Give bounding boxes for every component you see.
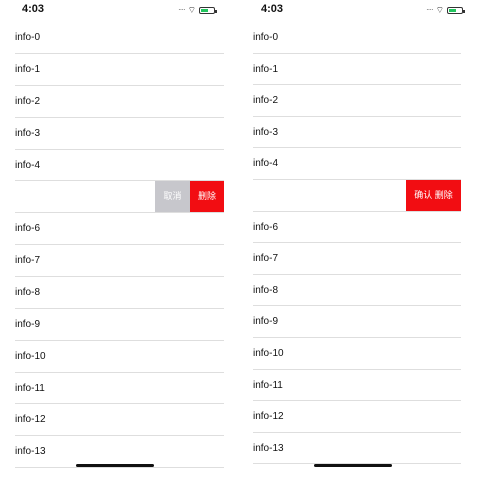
list-item[interactable]: info-0 <box>15 22 224 54</box>
list-item[interactable]: info-12 <box>253 401 461 433</box>
list-item-label: info-0 <box>253 22 278 53</box>
swiped-list-item[interactable]: 取消 删除 <box>15 181 224 213</box>
list-item[interactable]: info-2 <box>15 86 224 118</box>
list-item-label: info-12 <box>15 404 46 435</box>
list-item-label: info-1 <box>253 54 278 85</box>
status-time: 4:03 <box>22 3 44 15</box>
list-item[interactable]: info-4 <box>15 150 224 182</box>
list-item[interactable]: info-8 <box>253 275 461 307</box>
wifi-icon: ⌔ <box>188 6 196 15</box>
battery-icon <box>199 7 215 14</box>
list-item[interactable]: info-11 <box>253 370 461 402</box>
status-icons: ···· ⌔ <box>178 5 215 15</box>
list-item[interactable]: info-3 <box>253 117 461 149</box>
list-item-label: info-6 <box>15 213 40 244</box>
list-item-label: info-11 <box>253 370 283 401</box>
list-item[interactable]: info-12 <box>15 404 224 436</box>
status-bar: 4:03 ···· ⌔ <box>240 0 500 22</box>
confirm-delete-button[interactable]: 确认 删除 <box>406 180 461 211</box>
list-item-label: info-3 <box>253 117 278 148</box>
list-item-label: info-9 <box>15 309 40 340</box>
list-item-label: info-9 <box>253 306 278 337</box>
list-item-label: info-8 <box>15 277 40 308</box>
status-icons: ···· ⌔ <box>426 5 463 15</box>
list-item[interactable]: info-1 <box>15 54 224 86</box>
list-item[interactable]: info-2 <box>253 85 461 117</box>
right-screen: 4:03 ···· ⌔ info-0 info-1 info-2 info-3 … <box>240 0 500 481</box>
info-list: info-0 info-1 info-2 info-3 info-4 确认 删除… <box>253 22 461 464</box>
list-item[interactable]: info-6 <box>253 212 461 244</box>
list-item[interactable]: info-13 <box>253 433 461 465</box>
battery-icon <box>447 7 463 14</box>
status-time: 4:03 <box>261 3 283 15</box>
home-indicator[interactable] <box>314 464 392 467</box>
list-item-label: info-12 <box>253 401 284 432</box>
left-screen: 4:03 ···· ⌔ info-0 info-1 info-2 info-3 … <box>0 0 240 481</box>
list-item-label: info-7 <box>253 243 278 274</box>
list-item[interactable]: info-7 <box>253 243 461 275</box>
info-list: info-0 info-1 info-2 info-3 info-4 取消 删除… <box>15 22 224 468</box>
list-item-label: info-13 <box>15 436 46 467</box>
list-item-label: info-2 <box>15 86 40 117</box>
signal-dots-icon: ···· <box>178 6 185 14</box>
list-item[interactable]: info-9 <box>253 306 461 338</box>
wifi-icon: ⌔ <box>436 6 444 15</box>
list-item[interactable]: info-3 <box>15 118 224 150</box>
list-item[interactable]: info-10 <box>15 341 224 373</box>
list-item[interactable]: info-8 <box>15 277 224 309</box>
delete-button[interactable]: 删除 <box>190 181 224 212</box>
swiped-list-item[interactable]: 确认 删除 <box>253 180 461 212</box>
list-item-label: info-1 <box>15 54 40 85</box>
list-item[interactable]: info-7 <box>15 245 224 277</box>
list-item-label: info-3 <box>15 118 40 149</box>
list-item[interactable]: info-0 <box>253 22 461 54</box>
list-item-label: info-8 <box>253 275 278 306</box>
list-item[interactable]: info-9 <box>15 309 224 341</box>
signal-dots-icon: ···· <box>426 6 433 14</box>
cancel-button[interactable]: 取消 <box>155 181 190 212</box>
list-item-label: info-0 <box>15 22 40 53</box>
status-bar: 4:03 ···· ⌔ <box>0 0 240 22</box>
list-item-label: info-7 <box>15 245 40 276</box>
list-item-label: info-10 <box>15 341 46 372</box>
list-item-label: info-4 <box>253 148 278 179</box>
list-item-label: info-2 <box>253 85 278 116</box>
list-item[interactable]: info-10 <box>253 338 461 370</box>
list-item[interactable]: info-1 <box>253 54 461 86</box>
list-item[interactable]: info-4 <box>253 148 461 180</box>
list-item-label: info-11 <box>15 373 45 404</box>
list-item-label: info-6 <box>253 212 278 243</box>
list-item[interactable]: info-11 <box>15 373 224 405</box>
list-item-label: info-10 <box>253 338 284 369</box>
home-indicator[interactable] <box>76 464 154 467</box>
list-item-label: info-13 <box>253 433 284 464</box>
list-item-label: info-4 <box>15 150 40 181</box>
list-item[interactable]: info-6 <box>15 213 224 245</box>
